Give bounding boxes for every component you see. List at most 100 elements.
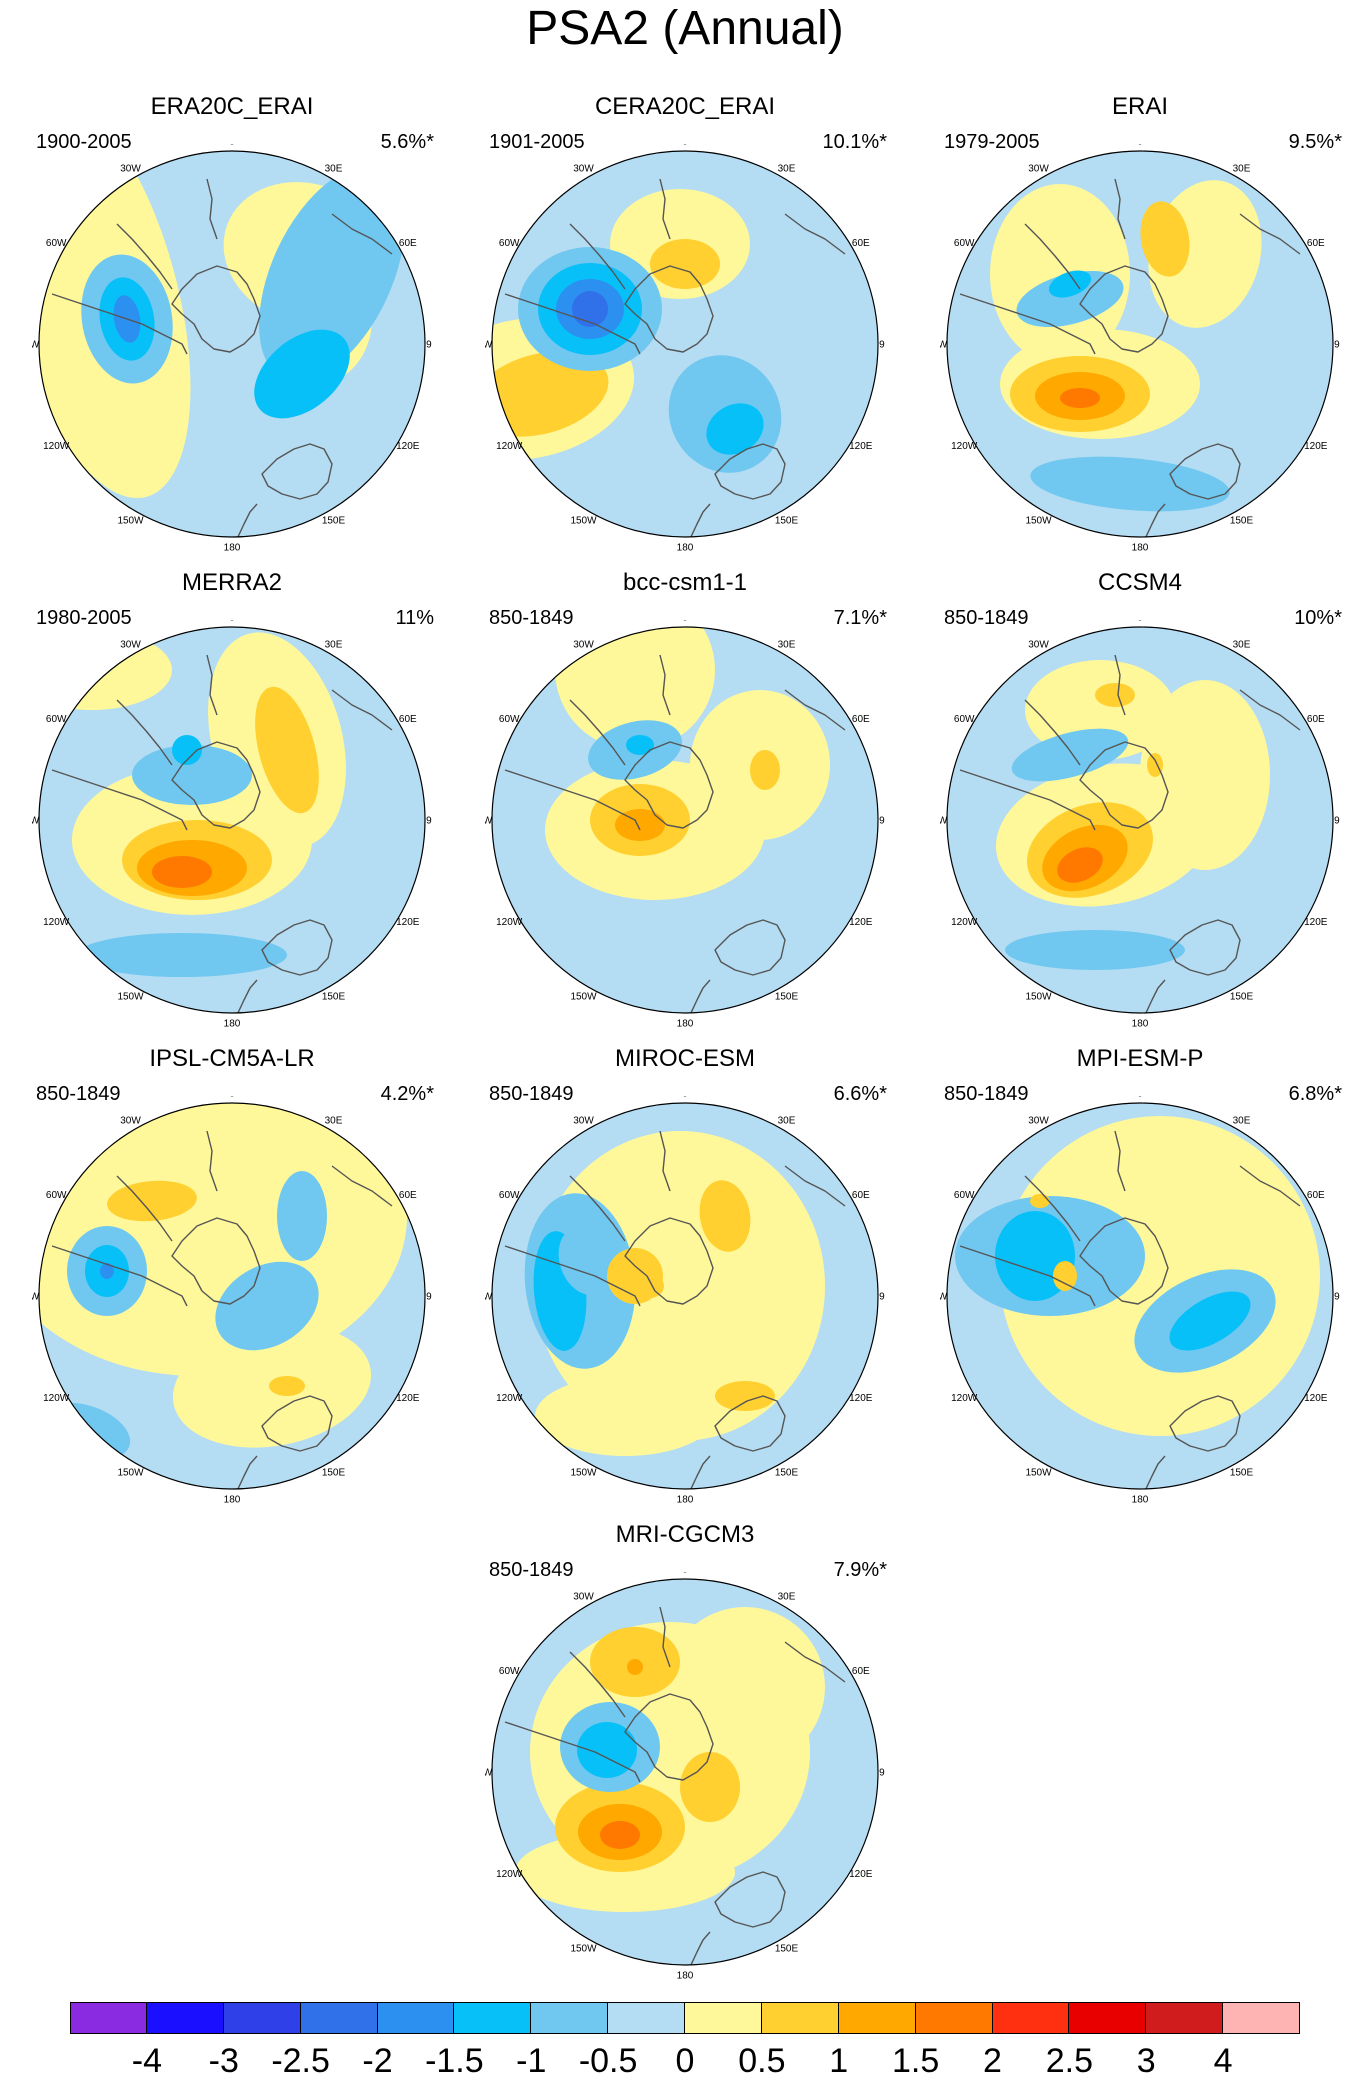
longitude-label: 90E	[879, 816, 885, 827]
coastline	[51, 1245, 188, 1307]
coastline	[116, 223, 173, 290]
coastline	[504, 1721, 641, 1783]
map-boundary	[491, 1102, 879, 1490]
panel-period: 850-1849	[36, 1083, 121, 1105]
panel-variance: 11%	[395, 607, 434, 629]
coastline	[261, 443, 333, 500]
longitude-label: 90W	[485, 340, 493, 351]
longitude-label: 60W	[499, 238, 520, 249]
contour-region	[750, 750, 780, 790]
longitude-label: 30E	[778, 164, 796, 175]
coastline	[959, 293, 1096, 355]
longitude-label: 120W	[43, 441, 70, 452]
coastline	[171, 1217, 261, 1305]
contour-region	[1053, 1261, 1077, 1291]
longitude-label: 120E	[849, 1869, 873, 1880]
map-panel: ERA20C_ERAI 1900-2005 5.6%* 0 30E 60E 90E 120E 1…	[12, 92, 452, 562]
coastline	[1079, 1217, 1169, 1305]
longitude-label: 60W	[954, 714, 975, 725]
contour-region	[1048, 270, 1092, 298]
longitude-label: 60W	[46, 714, 67, 725]
contour-region	[1030, 1194, 1050, 1208]
polar-map: 0 30E 60E 90E 120E 150E 180 150W 120W 90W 60W 30W	[940, 620, 1340, 1030]
coastline	[714, 919, 786, 976]
contour-region	[215, 1261, 319, 1351]
coastline	[784, 213, 846, 255]
map-boundary	[491, 626, 879, 1014]
coastline	[51, 293, 188, 355]
colorbar-swatch	[1223, 2002, 1300, 2034]
colorbar-label: 4	[1213, 2042, 1233, 2080]
coastline	[116, 1175, 173, 1242]
panel-period: 850-1849	[489, 1083, 574, 1105]
panel-period: 850-1849	[489, 1559, 574, 1581]
coastline	[959, 769, 1096, 831]
panel-title: MIROC-ESM	[615, 1045, 755, 1072]
longitude-label: 60W	[46, 1190, 67, 1201]
colorbar-swatch	[915, 2002, 993, 2034]
longitude-label: 120W	[496, 917, 523, 928]
colorbar-swatch	[1146, 2002, 1224, 2034]
coastline	[569, 1175, 626, 1242]
longitude-label: 90E	[426, 340, 432, 351]
contour-region	[1011, 728, 1129, 782]
contour-region	[699, 1180, 751, 1252]
coastline	[714, 1395, 786, 1452]
longitude-label: 60W	[46, 238, 67, 249]
contour-region	[1016, 270, 1124, 328]
longitude-label: 30W	[1028, 640, 1049, 651]
coastline	[504, 769, 641, 831]
polar-map: 0 30E 60E 90E 120E 150E 180 150W 120W 90W 60W 30W	[32, 1096, 432, 1506]
longitude-label: 150W	[570, 515, 597, 526]
colorbar-label: -1.5	[425, 2042, 484, 2080]
contour-region	[254, 329, 350, 419]
map-panel: MIROC-ESM 850-1849 6.6%* 0 30E 60E 90E 120E 150E…	[465, 1044, 905, 1514]
longitude-label: 0	[682, 144, 688, 148]
coastline	[784, 1165, 846, 1207]
coastline	[1169, 443, 1241, 500]
coastline	[659, 178, 671, 240]
longitude-label: 0	[682, 1572, 688, 1576]
colorbar-label: 2.5	[1045, 2042, 1093, 2080]
coastline	[659, 1130, 671, 1192]
coastline	[1114, 178, 1126, 240]
contour-region	[715, 1381, 775, 1411]
longitude-label: 30W	[573, 1116, 594, 1127]
longitude-label: 120W	[496, 1393, 523, 1404]
coastline	[569, 223, 626, 290]
colorbar-swatch	[531, 2002, 609, 2034]
coastline	[689, 1931, 711, 1965]
panel-period: 1979-2005	[944, 131, 1040, 153]
panel-variance: 10.1%*	[822, 131, 888, 153]
longitude-label: 30W	[120, 1116, 141, 1127]
longitude-label: 180	[224, 1495, 241, 1506]
contour-region	[269, 1376, 305, 1396]
contour-region	[259, 166, 405, 382]
longitude-label: 90E	[879, 340, 885, 351]
colorbar-label: 0.5	[738, 2042, 786, 2080]
panel-period: 850-1849	[944, 607, 1029, 629]
longitude-label: 60E	[852, 714, 870, 725]
colorbar-swatch	[608, 2002, 685, 2034]
longitude-label: 90E	[879, 1768, 885, 1779]
colorbar-swatch	[223, 2002, 301, 2034]
longitude-label: 0	[1137, 620, 1143, 624]
map-panel: bcc-csm1-1 850-1849 7.1%* 0 30E 60E 90E 120E 150…	[465, 568, 905, 1038]
longitude-label: 30W	[573, 640, 594, 651]
coastline	[1079, 265, 1169, 353]
coastline	[1024, 1175, 1081, 1242]
longitude-label: 150W	[1025, 991, 1052, 1002]
longitude-label: 150W	[117, 991, 144, 1002]
coastline	[569, 699, 626, 766]
coastline	[331, 213, 393, 255]
contour-region	[535, 1376, 715, 1456]
longitude-label: 120W	[43, 917, 70, 928]
contour-region	[107, 1180, 197, 1222]
longitude-label: 90W	[32, 340, 40, 351]
longitude-label: 180	[677, 1019, 694, 1030]
longitude-label: 90E	[426, 1292, 432, 1303]
contour-region	[600, 1821, 640, 1849]
panel-variance: 6.8%*	[1288, 1083, 1342, 1105]
panel-title: IPSL-CM5A-LR	[149, 1045, 315, 1072]
